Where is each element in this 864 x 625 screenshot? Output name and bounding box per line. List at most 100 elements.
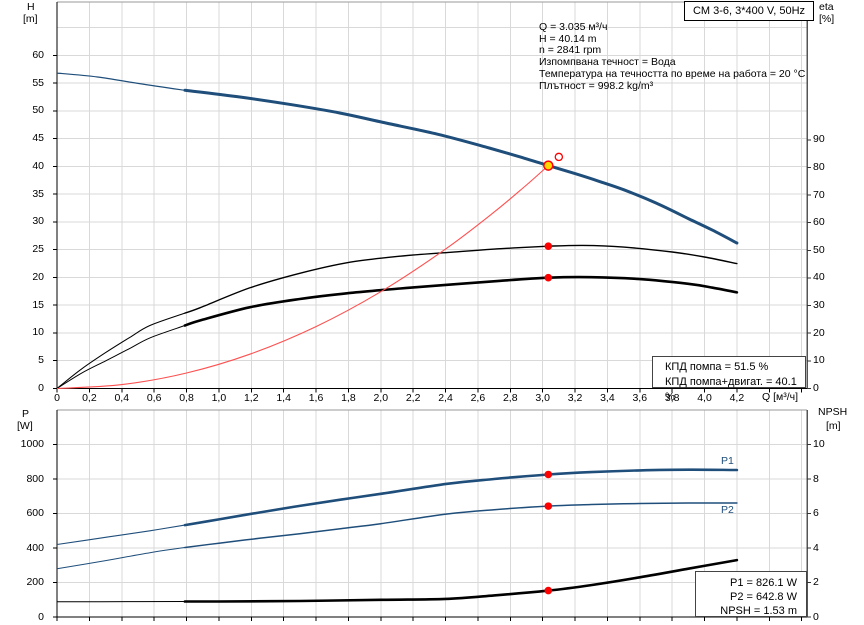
y-right-tick-label: 90 (813, 133, 825, 146)
x-tick-label: 0,4 (114, 391, 130, 404)
npsh-axis-title: NPSH (818, 406, 848, 418)
y-left-tick-label: 50 (32, 104, 44, 117)
info-line-h: H = 40.14 m (539, 32, 597, 45)
y-left-tick-label: 60 (32, 48, 44, 61)
pump-title-box: CM 3-6, 3*400 V, 50Hz (684, 1, 814, 21)
y-left-tick-label: 0 (38, 610, 44, 623)
bottom-chart (53, 409, 811, 621)
p-axis-unit: [W] (17, 420, 33, 432)
x-tick-label: 1,0 (211, 391, 227, 404)
h-axis-unit: [m] (23, 13, 38, 25)
x-tick-label: 3,0 (535, 391, 550, 404)
x-tick-label: 2,2 (405, 391, 421, 404)
power-npsh-legend-box: P1 = 826.1 W P2 = 642.8 W NPSH = 1.53 m (695, 571, 807, 617)
requested-duty-point (554, 152, 564, 162)
x-tick-label: 2,6 (470, 391, 486, 404)
y-right-tick-label: 30 (813, 299, 825, 312)
x-tick-label: 2,4 (438, 391, 453, 404)
efficiency-pump-motor-curve (183, 275, 739, 327)
x-tick-label: 2,0 (373, 391, 389, 404)
y-left-tick-label: 45 (32, 132, 44, 145)
eta-axis-unit: [%] (819, 13, 835, 25)
pump-curve (183, 88, 739, 245)
x-tick-label: 3,6 (632, 391, 648, 404)
y-left-tick-label: 0 (38, 382, 44, 394)
x-tick-label: 1,6 (308, 391, 324, 404)
p1-curve-thin (56, 524, 185, 546)
p1-dot (544, 470, 553, 479)
efficiency-pump-curve-thin (56, 312, 186, 389)
p2-value: P2 = 642.8 W (730, 591, 797, 603)
y-left-tick-label: 800 (26, 472, 44, 485)
p2-dot (544, 502, 553, 510)
eta-axis-title: eta (819, 1, 834, 13)
pump-curve-thin (56, 72, 185, 91)
y-right-tick-label: 2 (813, 576, 819, 588)
y-left-tick-label: 25 (32, 243, 44, 256)
y-right-tick-label: 50 (813, 243, 825, 256)
y-right-tick-label: 80 (813, 160, 825, 173)
x-tick-label: 1,8 (341, 391, 356, 404)
system-curve (56, 165, 549, 390)
p1-value: P1 = 826.1 W (730, 577, 797, 589)
y-left-tick-label: 10 (32, 326, 44, 339)
x-tick-label: 4,2 (729, 391, 745, 404)
top-chart (53, 1, 811, 393)
efficiency-pump-motor-dot (544, 273, 553, 282)
x-tick-label: 4,0 (697, 391, 712, 404)
y-left-tick-label: 30 (32, 215, 44, 228)
y-right-tick-label: 10 (813, 354, 825, 367)
p1-curve-label: P1 (721, 455, 734, 467)
x-tick-label: 3,8 (664, 391, 680, 404)
p1-curve (183, 468, 739, 527)
npsh-value: NPSH = 1.53 m (720, 605, 797, 617)
duty-info-block: Q = 3.035 м³/ч H = 40.14 m n = 2841 rpm … (539, 21, 806, 92)
y-right-tick-label: 20 (813, 326, 825, 339)
x-tick-label: 0,8 (179, 391, 194, 404)
x-tick-label: 1,4 (276, 391, 291, 404)
y-right-tick-label: 70 (813, 188, 825, 201)
y-left-tick-label: 15 (32, 298, 44, 311)
y-left-tick-label: 200 (26, 576, 44, 588)
y-right-tick-label: 10 (813, 438, 825, 450)
y-right-tick-label: 40 (813, 271, 825, 284)
x-tick-label: 1,2 (243, 391, 259, 404)
y-left-tick-label: 40 (32, 159, 44, 172)
efficiency-legend-box: КПД помпа = 51.5 % КПД помпа+двигат. = 4… (652, 356, 806, 403)
y-left-tick-label: 55 (32, 76, 44, 89)
efficiency-pump-dot (544, 242, 553, 251)
info-line-q: Q = 3.035 м³/ч (539, 21, 608, 33)
efficiency-pump-motor-value: КПД помпа+двигат. = 40.1 % (665, 376, 797, 403)
y-right-tick-label: 0 (813, 610, 819, 623)
y-left-tick-label: 35 (32, 187, 44, 200)
y-right-tick-label: 0 (813, 382, 819, 394)
info-line-n: n = 2841 rpm (539, 44, 602, 57)
y-left-tick-label: 5 (38, 354, 44, 367)
y-right-tick-label: 60 (813, 216, 825, 229)
p2-curve (184, 502, 738, 549)
info-line-liquid: Изпомпвана течност = Вода (539, 56, 676, 69)
q-axis-label: Q [м³/ч] (762, 391, 799, 403)
info-line-temp: Температура на течността по време на раб… (539, 67, 806, 80)
y-left-tick-label: 1000 (20, 438, 44, 450)
y-left-tick-label: 600 (26, 507, 44, 519)
x-tick-label: 0,6 (146, 391, 162, 404)
y-left-tick-label: 400 (26, 541, 44, 554)
y-right-tick-label: 6 (813, 507, 819, 519)
duty-point[interactable] (543, 160, 554, 171)
y-right-tick-label: 4 (813, 541, 819, 554)
y-right-tick-label: 8 (813, 472, 819, 485)
p2-curve-thin (56, 547, 185, 570)
efficiency-pump-value: КПД помпа = 51.5 % (665, 361, 769, 373)
efficiency-pump-curve (184, 244, 738, 314)
x-tick-label: 0,2 (82, 391, 97, 404)
p-axis-title: P (22, 408, 30, 420)
x-tick-label: 0 (54, 391, 60, 404)
x-tick-label: 3,2 (567, 391, 583, 404)
y-left-tick-label: 20 (32, 270, 44, 283)
x-tick-label: 3,4 (600, 391, 615, 404)
h-axis-title: H (27, 1, 35, 13)
npsh-dot (544, 586, 553, 595)
